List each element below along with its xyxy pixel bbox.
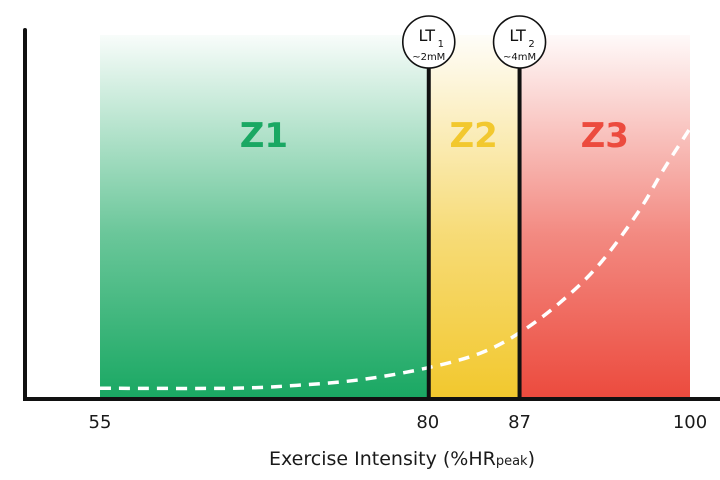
x-tick-label: 87 (508, 412, 531, 433)
x-axis-title-subscript: peak (495, 454, 528, 469)
axis-layer (23, 28, 720, 401)
line-layer (99, 127, 692, 391)
zone-label-z3: Z3 (581, 116, 629, 156)
tick-layer: 55 80 87 100 (89, 412, 708, 433)
x-axis-title-close: ) (527, 448, 535, 470)
threshold-note-1: ~2mM (412, 52, 445, 63)
x-axis-title-main: Exercise Intensity (%HR (269, 448, 496, 470)
x-tick-label: 100 (673, 412, 707, 433)
threshold-label-2: LT (509, 26, 526, 45)
x-tick-label: 80 (416, 412, 439, 433)
threshold-note-2: ~4mM (503, 52, 536, 63)
threshold-marker-1 (401, 15, 456, 69)
series-line-0 (99, 127, 692, 391)
zone-z3 (519, 35, 690, 397)
zone-z2 (427, 35, 520, 397)
threshold-subscript-2: 2 (528, 39, 534, 50)
zone-layer: Z1 Z2 Z3 (100, 35, 690, 397)
x-tick-label: 55 (89, 412, 112, 433)
threshold-marker-2 (492, 15, 547, 69)
threshold-label-1: LT (419, 26, 436, 45)
x-axis-title: Exercise Intensity (%HRpeak) (0, 448, 720, 470)
zone-z1 (100, 35, 428, 397)
zone-label-z1: Z1 (240, 116, 288, 156)
threshold-subscript-1: 1 (438, 39, 444, 50)
zone-label-z2: Z2 (450, 116, 498, 156)
